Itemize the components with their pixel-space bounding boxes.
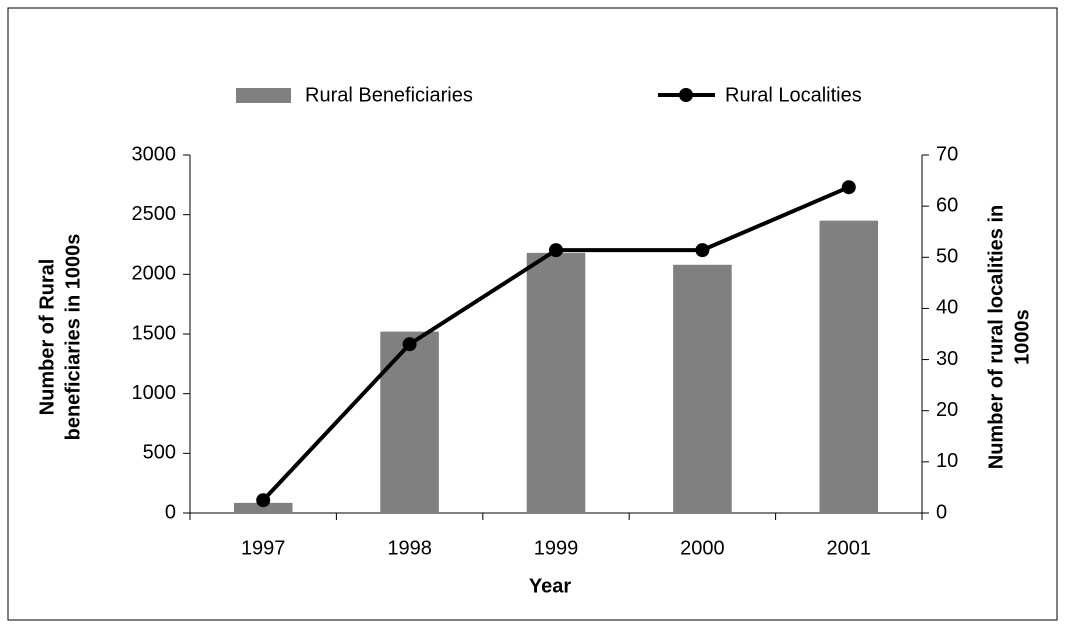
y-tick-label: 3000 [132, 143, 177, 165]
y-tick-label: 1000 [132, 382, 177, 404]
line-marker [695, 243, 710, 258]
y2-tick-label: 40 [936, 297, 958, 319]
legend-swatch [236, 88, 291, 103]
y2-axis-title: Number of rural localities in [985, 205, 1007, 470]
y2-tick-label: 50 [936, 246, 958, 268]
bar [233, 502, 293, 513]
x-tick-label: 2001 [827, 537, 872, 559]
y-tick-label: 500 [143, 442, 176, 464]
y2-tick-label: 20 [936, 399, 958, 421]
y2-axis-title: 1000s [1011, 309, 1033, 365]
y-tick-label: 2500 [132, 203, 177, 225]
line-marker [256, 493, 271, 508]
y2-tick-label: 70 [936, 143, 958, 165]
bar [526, 252, 586, 513]
y-tick-label: 2000 [132, 263, 177, 285]
line-marker [841, 180, 856, 195]
bar [673, 264, 732, 513]
bar [380, 331, 439, 513]
y2-tick-label: 10 [936, 450, 958, 472]
x-tick-label: 1998 [387, 537, 432, 559]
y-axis-title: beneficiaries in 1000s [62, 234, 84, 441]
x-tick-label: 1999 [534, 537, 579, 559]
legend-label: Rural Localities [725, 84, 862, 106]
y-tick-label: 1500 [132, 322, 177, 344]
y-tick-label: 0 [165, 501, 176, 523]
x-tick-label: 2000 [680, 537, 725, 559]
x-axis-title: Year [529, 575, 571, 597]
y2-tick-label: 60 [936, 194, 958, 216]
line-marker [402, 337, 417, 352]
x-tick-label: 1997 [241, 537, 286, 559]
bar [819, 220, 879, 513]
y2-tick-label: 30 [936, 348, 958, 370]
y2-tick-label: 0 [936, 501, 947, 523]
legend-swatch [679, 88, 693, 102]
y-axis-title: Number of Rural [36, 259, 58, 416]
legend-label: Rural Beneficiaries [305, 84, 473, 106]
line-marker [549, 243, 563, 258]
